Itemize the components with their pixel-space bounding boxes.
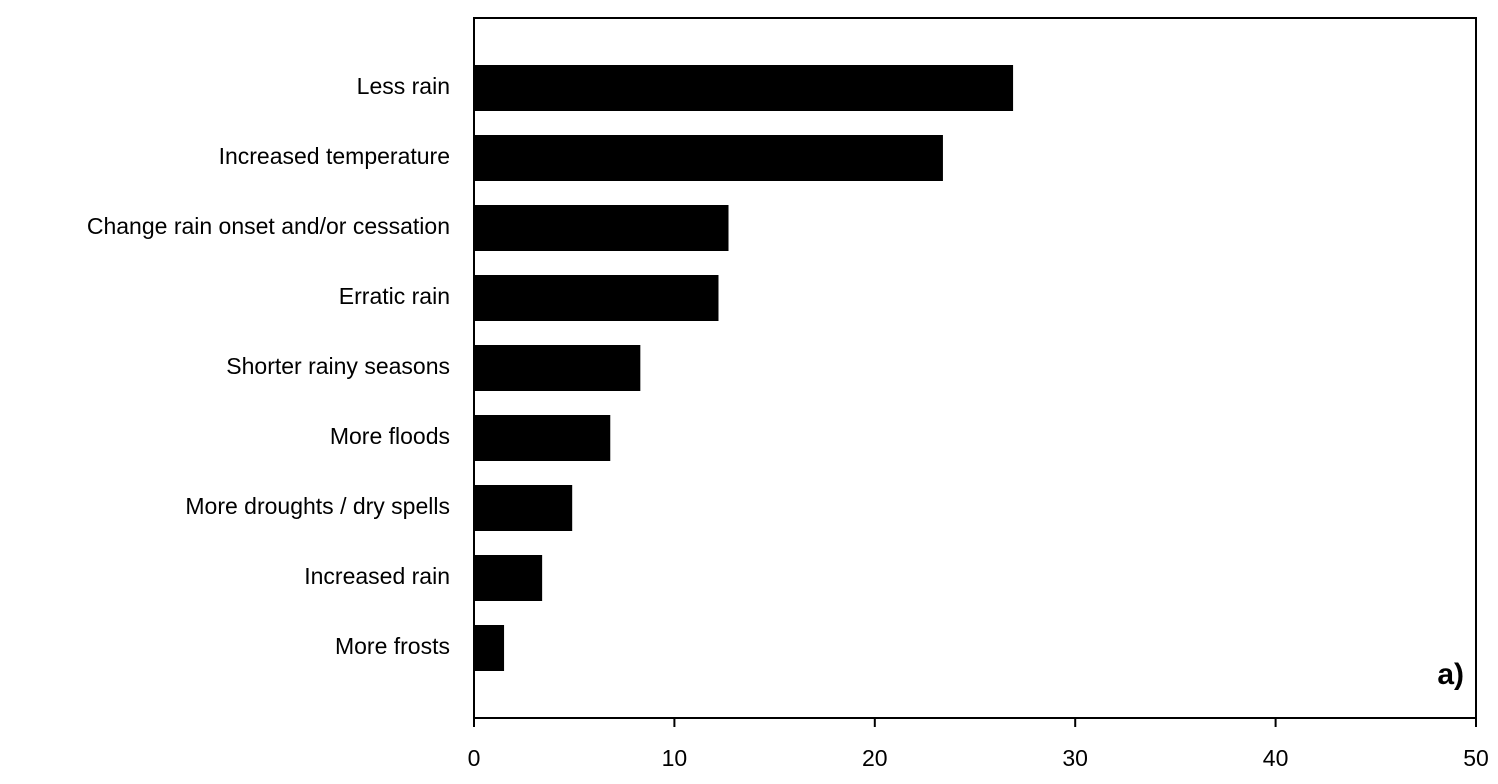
x-tick-label: 0 [468,745,481,771]
bar [474,205,729,251]
x-tick-label: 10 [662,745,688,771]
bar [474,625,505,671]
bar [474,135,943,181]
panel-label: a) [1437,658,1464,691]
x-tick-label: 50 [1463,745,1489,771]
y-tick-label: More floods [330,423,450,449]
bar [474,555,543,601]
bar [474,415,611,461]
y-tick-label: Shorter rainy seasons [226,353,450,379]
bar [474,65,1014,111]
y-tick-label: Change rain onset and/or cessation [87,213,450,239]
x-tick-label: 30 [1062,745,1088,771]
bar [474,275,719,321]
x-tick-label: 20 [862,745,888,771]
y-tick-label: Less rain [357,73,450,99]
y-tick-label: More droughts / dry spells [185,493,450,519]
y-tick-label: Increased temperature [219,143,450,169]
y-tick-label: More frosts [335,633,450,659]
x-tick-label: 40 [1263,745,1289,771]
y-tick-label: Erratic rain [339,283,450,309]
bar [474,485,573,531]
bar [474,345,641,391]
y-tick-label: Increased rain [304,563,450,589]
